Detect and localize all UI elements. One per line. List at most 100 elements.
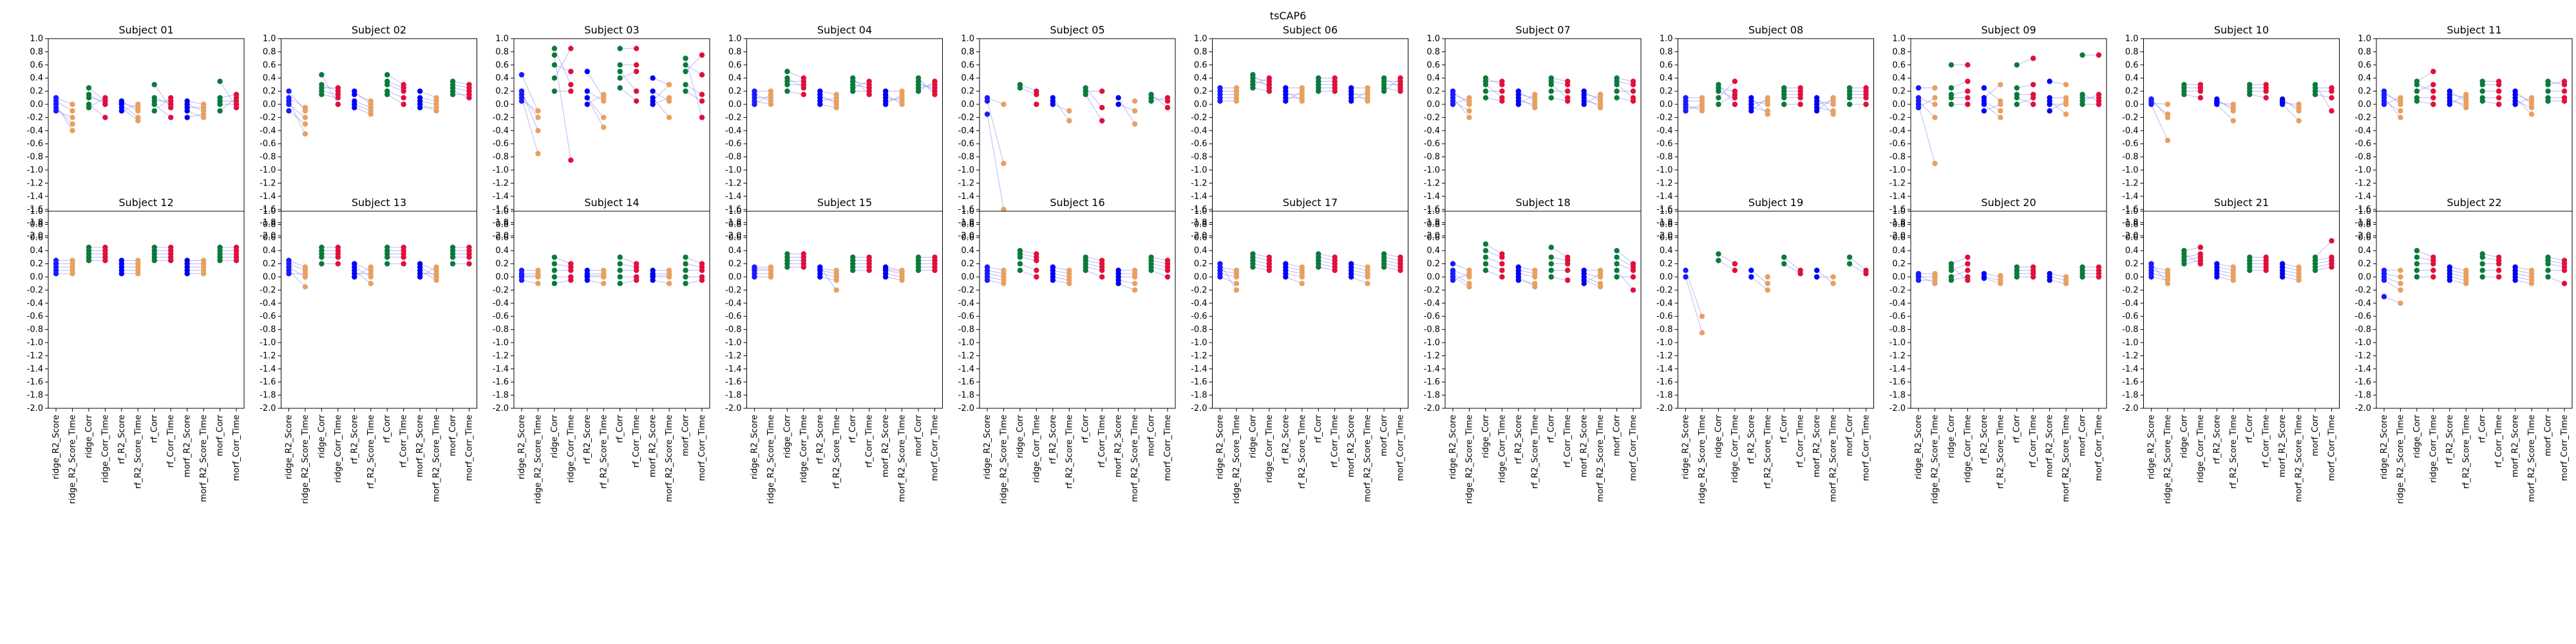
x-tick-label: rf_R2_Score_Time <box>2461 415 2471 489</box>
data-point <box>1716 258 1721 263</box>
y-tick-label: -0.6 <box>27 312 43 321</box>
data-point <box>2381 101 2387 108</box>
connector-line <box>2482 256 2499 261</box>
subplot-16: Subject 161.00.80.60.40.20.0-0.2-0.4-0.6… <box>958 196 1176 504</box>
y-tick-label: 0.0 <box>263 100 276 109</box>
connector-line <box>1151 256 1168 261</box>
data-point <box>184 258 190 263</box>
y-tick-label: -0.2 <box>493 113 509 122</box>
y-tick-label: -0.2 <box>1424 285 1440 295</box>
connector-line <box>2548 276 2565 284</box>
connector-line <box>787 91 804 95</box>
connector-line <box>2515 273 2532 278</box>
connector-line <box>419 91 437 99</box>
y-tick-label: -1.0 <box>2355 338 2371 348</box>
data-point <box>2512 101 2518 108</box>
data-point <box>551 88 558 94</box>
data-point <box>633 98 639 104</box>
y-tick-label: -1.6 <box>958 377 974 387</box>
connector-line <box>1685 104 1703 111</box>
data-point <box>1381 75 1387 81</box>
x-tick-label: morf_Corr <box>1147 414 1157 456</box>
connector-line <box>587 71 604 99</box>
x-tick-label: ridge_Corr <box>1714 414 1723 458</box>
x-tick-label: rf_Corr_Time <box>2262 415 2271 468</box>
data-point <box>368 111 374 117</box>
x-tick-label: morf_Corr <box>216 414 225 456</box>
data-point <box>1332 267 1338 273</box>
subplot-title: Subject 02 <box>352 24 406 36</box>
connector-line <box>1253 74 1270 88</box>
connector-line <box>2515 279 2532 284</box>
y-tick-label: 0.2 <box>1660 87 1673 97</box>
y-tick-label: 0.4 <box>1194 73 1208 83</box>
y-tick-label: 0.6 <box>961 233 974 243</box>
data-point <box>1614 82 1620 88</box>
data-point <box>53 108 59 114</box>
y-tick-label: -0.8 <box>1656 153 1672 162</box>
y-tick-label: -0.6 <box>493 139 509 149</box>
y-tick-label: 0.2 <box>961 87 974 97</box>
data-point <box>2463 104 2469 111</box>
y-tick-label: 1.0 <box>495 207 509 216</box>
data-point <box>433 277 439 283</box>
connector-line <box>1383 77 1401 91</box>
data-point <box>650 88 656 94</box>
data-point <box>1998 101 2003 108</box>
axes-frame <box>1212 211 1408 409</box>
x-tick-label: morf_R2_Score_Time <box>199 415 209 502</box>
data-point <box>2063 95 2069 100</box>
connector-line <box>220 81 237 108</box>
x-tick-label: morf_Corr <box>1613 414 1622 456</box>
data-point <box>617 267 623 273</box>
data-point <box>2063 82 2069 88</box>
data-point <box>1233 281 1240 287</box>
y-tick-label: -1.0 <box>1191 166 1207 175</box>
connector-line <box>289 97 306 108</box>
connector-line <box>321 74 339 105</box>
data-point <box>217 258 223 263</box>
connector-line <box>1318 263 1335 268</box>
connector-line <box>1751 270 1768 284</box>
y-tick-label: -0.6 <box>958 139 974 149</box>
connector-line <box>1783 257 1801 271</box>
data-point <box>1099 118 1105 124</box>
x-tick-label: ridge_Corr_Time <box>334 415 343 483</box>
connector-line <box>1253 253 1269 258</box>
x-tick-label: ridge_Corr <box>84 414 94 458</box>
data-point <box>368 281 374 287</box>
y-tick-label: -1.6 <box>493 205 509 214</box>
connector-line <box>1253 80 1269 85</box>
connector-line <box>620 279 637 284</box>
data-point <box>1732 267 1738 273</box>
connector-line <box>1351 263 1368 268</box>
data-point <box>666 267 672 273</box>
connector-line <box>1616 97 1634 102</box>
connector-line <box>2282 100 2299 108</box>
x-tick-label: morf_R2_Score <box>2278 415 2287 477</box>
y-tick-label: -1.8 <box>1656 218 1672 228</box>
data-point <box>1748 274 1754 280</box>
connector-line <box>289 110 306 124</box>
x-tick-label: ridge_Corr <box>1481 414 1491 458</box>
data-point <box>1564 267 1571 273</box>
data-point <box>1830 111 1836 117</box>
data-point <box>1630 267 1636 273</box>
data-point <box>601 281 607 287</box>
connector-line <box>187 113 204 118</box>
data-point <box>466 91 472 97</box>
data-point <box>817 88 823 94</box>
connector-line <box>1085 260 1103 265</box>
data-point <box>1099 88 1105 94</box>
connector-line <box>1984 104 2001 118</box>
connector-line <box>1220 276 1237 284</box>
data-point <box>86 104 92 111</box>
connector-line <box>652 279 670 284</box>
data-point <box>683 68 688 75</box>
data-point <box>2479 98 2485 104</box>
data-point <box>699 91 705 97</box>
connector-line <box>2449 94 2467 105</box>
data-point <box>1217 98 1223 104</box>
y-tick-label: 1.0 <box>1426 34 1440 44</box>
